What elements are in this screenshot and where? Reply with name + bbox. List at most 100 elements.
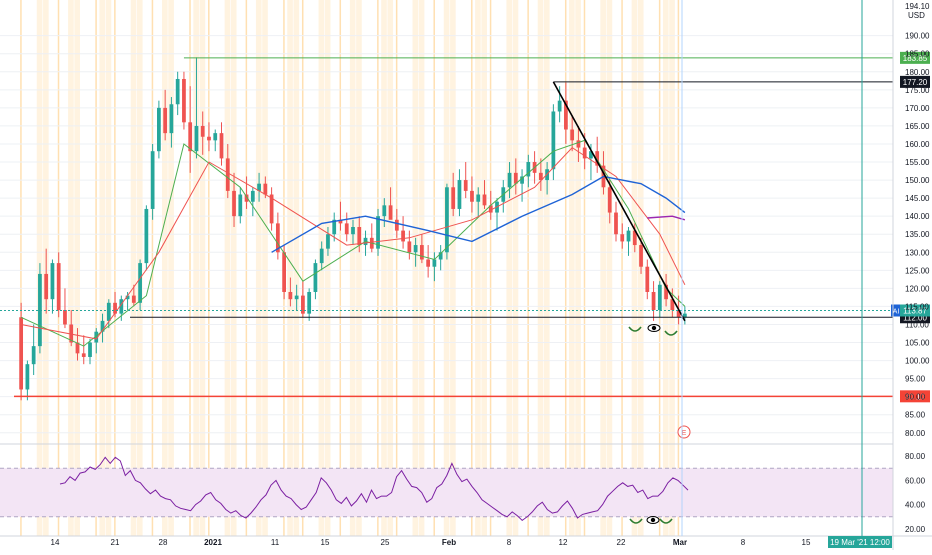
candle[interactable] <box>175 71 180 116</box>
candle[interactable] <box>250 187 255 217</box>
candle[interactable] <box>482 180 487 209</box>
candle[interactable] <box>81 335 86 365</box>
earnings-marker[interactable] <box>677 425 691 439</box>
candle[interactable] <box>326 227 330 256</box>
candle[interactable] <box>344 212 349 242</box>
candle[interactable] <box>501 180 506 213</box>
session-line <box>301 0 304 536</box>
candle[interactable] <box>413 237 418 267</box>
candle[interactable] <box>470 176 474 213</box>
candle[interactable] <box>150 143 155 220</box>
candle[interactable] <box>138 259 142 311</box>
candle[interactable] <box>457 169 462 217</box>
candle[interactable] <box>614 201 618 242</box>
candle[interactable] <box>645 259 650 300</box>
candle[interactable] <box>106 299 111 329</box>
candle[interactable] <box>38 263 42 354</box>
candle[interactable] <box>369 223 374 253</box>
candle[interactable] <box>426 245 431 278</box>
candle[interactable] <box>219 122 224 166</box>
candle[interactable] <box>407 230 412 260</box>
candle[interactable] <box>25 360 30 401</box>
candle[interactable] <box>657 281 662 318</box>
candle[interactable] <box>182 71 186 130</box>
candle[interactable] <box>200 111 205 155</box>
candle[interactable] <box>88 338 92 365</box>
candle[interactable] <box>520 169 524 202</box>
candle[interactable] <box>282 245 286 300</box>
candle[interactable] <box>513 158 518 195</box>
candle[interactable] <box>194 57 199 159</box>
candle[interactable] <box>244 176 249 209</box>
candle[interactable] <box>476 187 481 217</box>
candle[interactable] <box>288 277 293 307</box>
session-line <box>208 0 210 536</box>
candle[interactable] <box>144 205 149 271</box>
candle[interactable] <box>207 122 211 152</box>
candle[interactable] <box>257 172 261 202</box>
candle[interactable] <box>307 288 312 321</box>
candle[interactable] <box>664 273 668 307</box>
candle[interactable] <box>213 129 218 152</box>
candle[interactable] <box>56 252 61 318</box>
candle[interactable] <box>670 288 675 318</box>
candle[interactable] <box>388 187 393 220</box>
candle[interactable] <box>119 295 124 321</box>
candle[interactable] <box>595 136 600 173</box>
candle[interactable] <box>507 162 512 199</box>
candle[interactable] <box>301 281 305 318</box>
candle[interactable] <box>420 234 424 264</box>
candle[interactable] <box>682 306 687 325</box>
candle[interactable] <box>131 284 136 307</box>
candle[interactable] <box>63 288 67 329</box>
candle-body <box>513 172 518 184</box>
candle[interactable] <box>357 216 362 253</box>
candle[interactable] <box>157 100 161 159</box>
candle[interactable] <box>351 219 355 246</box>
candle[interactable] <box>94 328 99 354</box>
candle[interactable] <box>31 324 36 376</box>
candle[interactable] <box>338 201 343 231</box>
candle[interactable] <box>620 223 625 249</box>
price-tick-label: 155.00 <box>905 158 930 167</box>
candle[interactable] <box>639 237 643 274</box>
candle[interactable] <box>576 125 581 163</box>
candle[interactable] <box>463 162 468 199</box>
candle[interactable] <box>50 259 55 314</box>
candle[interactable] <box>163 89 168 141</box>
candle[interactable] <box>607 180 612 224</box>
candle[interactable] <box>401 216 405 249</box>
candle[interactable] <box>44 248 49 314</box>
candle[interactable] <box>313 259 318 300</box>
candle[interactable] <box>275 212 280 260</box>
candle-body <box>319 248 324 264</box>
candle[interactable] <box>75 328 80 361</box>
candle[interactable] <box>169 97 174 148</box>
candle[interactable] <box>564 82 568 144</box>
candle[interactable] <box>526 154 531 188</box>
candle[interactable] <box>432 252 437 282</box>
candle[interactable] <box>188 86 193 173</box>
candle[interactable] <box>538 158 543 191</box>
candle[interactable] <box>125 291 130 311</box>
candle[interactable] <box>332 212 337 242</box>
candle[interactable] <box>225 143 230 199</box>
candle[interactable] <box>438 245 443 271</box>
candle[interactable] <box>451 172 456 217</box>
candle[interactable] <box>495 198 499 231</box>
candle[interactable] <box>238 187 243 224</box>
candle[interactable] <box>376 208 380 256</box>
candle[interactable] <box>651 281 656 321</box>
candle[interactable] <box>319 241 324 271</box>
candle[interactable] <box>382 198 387 227</box>
candle[interactable] <box>100 313 105 343</box>
candle[interactable] <box>269 187 274 231</box>
downtrend-line[interactable] <box>552 81 686 322</box>
candle[interactable] <box>626 227 631 256</box>
candle[interactable] <box>19 302 24 401</box>
symbol-tag-label: AI <box>893 309 900 316</box>
candle[interactable] <box>294 284 299 311</box>
candle-body <box>482 194 487 206</box>
